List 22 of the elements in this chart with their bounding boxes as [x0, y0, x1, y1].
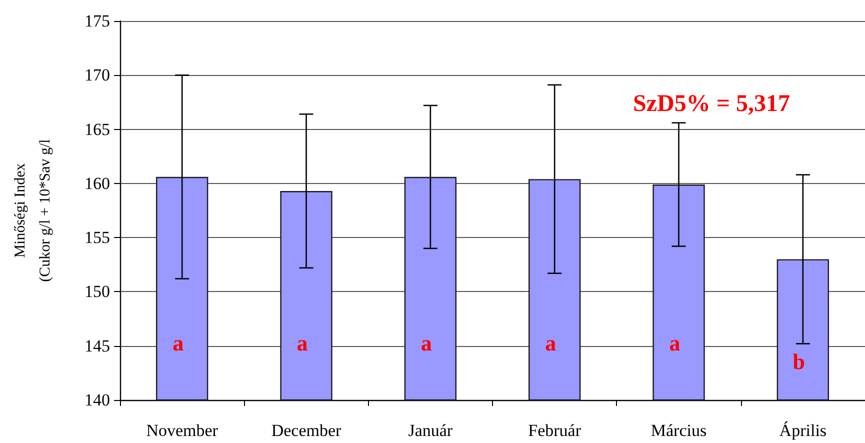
y-tick-label: 140: [84, 390, 110, 410]
y-tick-label: 165: [84, 120, 110, 139]
annotation: a: [669, 330, 680, 356]
y-tick-label: 150: [84, 282, 110, 302]
annotation: a: [420, 330, 432, 356]
y-tick-label: 175: [84, 12, 110, 30]
x-tick-label: December: [271, 421, 342, 440]
annotation: a: [172, 330, 184, 356]
y-tick-label: 145: [84, 336, 110, 356]
x-tick-label: Április: [779, 421, 827, 440]
y-tick-label: 170: [84, 66, 110, 85]
y-tick-label: 160: [84, 174, 110, 193]
annotation: b: [792, 349, 806, 374]
x-tick-label: Március: [650, 421, 707, 440]
x-tick-label: November: [146, 421, 218, 440]
annotation: a: [545, 330, 556, 356]
annotation: a: [296, 330, 308, 356]
annotation: SzD5% = 5,317: [632, 91, 790, 117]
y-axis-title: Minőségi Index (Cukor g/l + 10*Sav g/l: [12, 139, 54, 282]
x-tick-label: Február: [528, 421, 582, 440]
y-tick-label: 155: [84, 228, 110, 248]
x-tick-label: Január: [408, 421, 453, 440]
